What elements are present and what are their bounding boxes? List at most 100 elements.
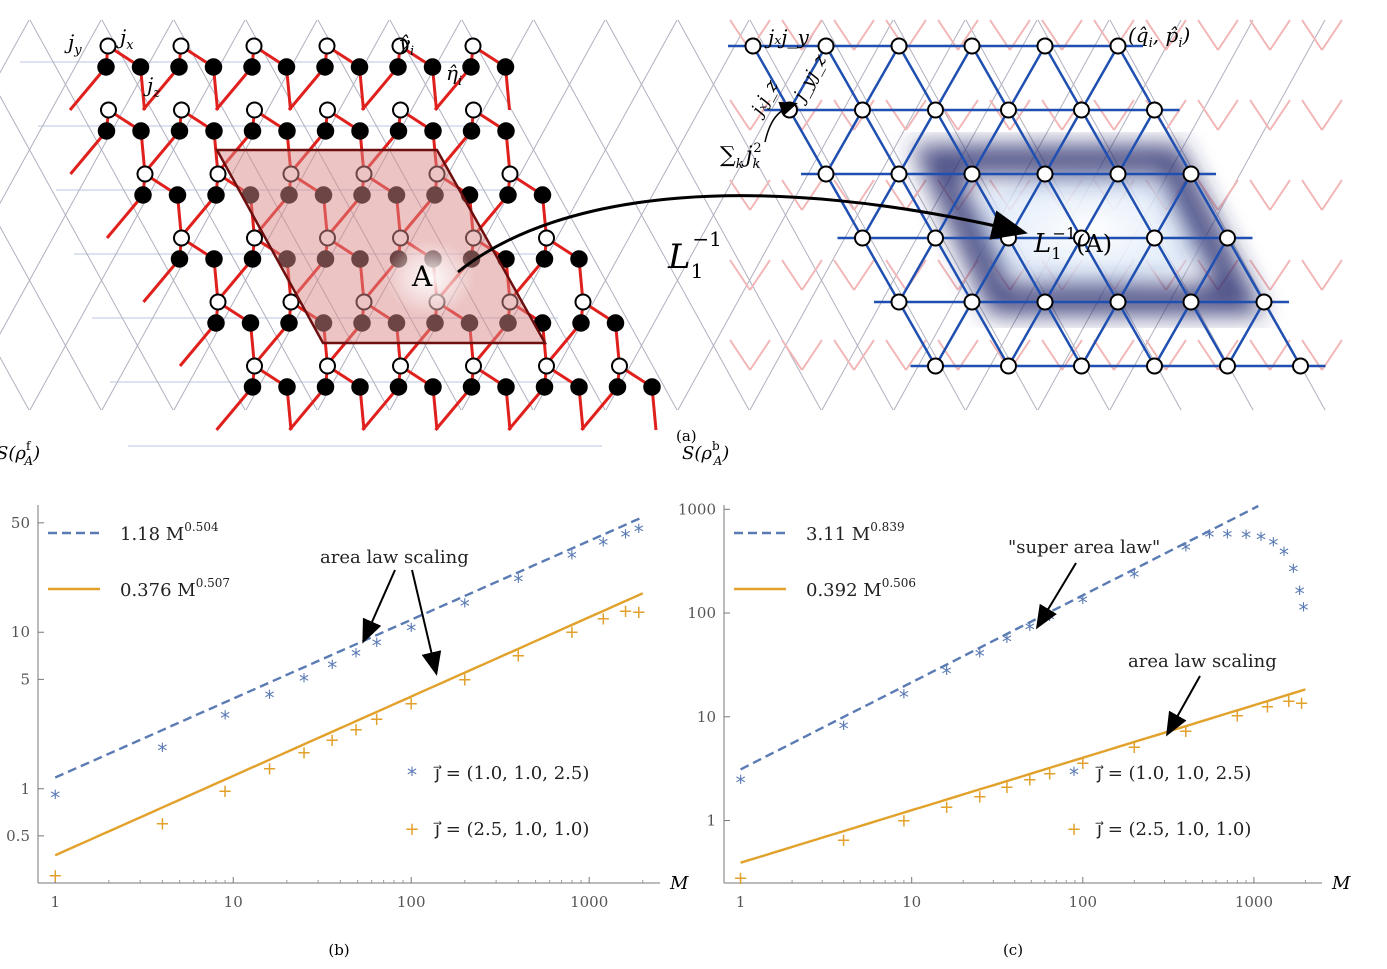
caption: (b) — [328, 941, 349, 959]
data-point-series-0: * — [372, 634, 382, 658]
data-point-series-1: + — [1042, 763, 1057, 784]
legend-label-0: 1.18 M0.504 — [120, 520, 219, 545]
x-tick-label: 10 — [902, 893, 921, 911]
data-point-series-1: + — [836, 830, 851, 851]
annotation-area-law-b: area law scaling — [320, 547, 469, 568]
y-tick-label: 1000 — [678, 500, 716, 518]
data-point-series-1: + — [999, 777, 1014, 798]
data-point-series-0: * — [1256, 528, 1266, 552]
data-point-series-1: + — [218, 781, 233, 802]
legend-series-label-1: j⃗ = (2.5, 1.0, 1.0) — [433, 819, 589, 840]
data-point-series-0: * — [406, 619, 416, 643]
legend-label-1: 0.376 M0.507 — [120, 576, 230, 601]
x-tick-label: 10 — [224, 893, 243, 911]
map-label: L — [667, 237, 691, 277]
data-point-series-0: * — [265, 686, 275, 710]
y-axis-label: S(ρb A) — [682, 439, 729, 468]
data-point-series-1: + — [896, 811, 911, 832]
x-tick-label: 100 — [1068, 893, 1097, 911]
data-point-series-0: * — [839, 717, 849, 741]
data-point-series-1: + — [511, 646, 526, 667]
data-point-series-1: + — [48, 865, 63, 886]
y-tick-label: 50 — [11, 514, 30, 532]
data-point-series-1: + — [939, 797, 954, 818]
label-jy: j — [64, 30, 74, 54]
data-point-series-1: + — [1294, 693, 1309, 714]
data-point-series-0: * — [220, 706, 230, 730]
data-point-series-1: + — [1127, 737, 1142, 758]
y-tick-label: 1 — [706, 812, 716, 830]
label-jxjy: jₓj_y — [764, 25, 810, 49]
data-point-series-0: * — [460, 595, 470, 619]
data-point-series-1: + — [596, 609, 611, 630]
data-point-series-1: + — [262, 758, 277, 779]
data-point-series-1: + — [631, 602, 646, 623]
data-point-series-0: * — [567, 546, 577, 570]
svg-text:η̂i: η̂i — [446, 61, 462, 89]
y-tick-label: 10 — [697, 708, 716, 726]
data-point-series-1: + — [325, 730, 340, 751]
svg-text:γ̂i: γ̂i — [398, 31, 414, 59]
legend-marker-0: * — [407, 763, 417, 787]
fit-line-0 — [740, 504, 1259, 771]
data-point-series-0: * — [1222, 525, 1232, 549]
data-point-series-0: * — [1181, 538, 1191, 562]
data-point-series-1: + — [972, 787, 987, 808]
label-gamma: γ̂ — [398, 31, 410, 55]
label-jz: j — [143, 73, 153, 97]
fit-line-0 — [54, 516, 644, 779]
data-point-series-0: * — [50, 786, 60, 810]
data-point-series-0: * — [1288, 560, 1298, 584]
data-point-series-0: * — [1241, 526, 1251, 550]
data-point-series-0: * — [1268, 533, 1278, 557]
data-point-series-1: + — [564, 622, 579, 643]
region-map-label: L — [1033, 229, 1051, 259]
data-point-series-0: * — [513, 570, 523, 594]
legend-label-0: 3.11 M0.839 — [806, 520, 905, 545]
kagome-lattice-left — [0, 19, 1326, 447]
data-point-series-0: * — [736, 771, 746, 795]
data-point-series-0: * — [1204, 525, 1214, 549]
legend-label-1: 0.392 M0.506 — [806, 576, 916, 601]
triangular-lattice-right — [728, 19, 1343, 375]
data-point-series-1: + — [155, 813, 170, 834]
data-point-series-0: * — [1002, 630, 1012, 654]
panel-a-labels: jy jx jz γ̂i η̂i A L1−1 jₓj_y jₓj_z j_yj… — [64, 23, 1190, 445]
data-point-series-0: * — [299, 669, 309, 693]
fit-line-1 — [54, 592, 644, 857]
caption-a: (a) — [676, 427, 697, 445]
sum-arrow — [764, 101, 798, 143]
data-point-series-0: * — [634, 520, 644, 544]
data-point-series-1: + — [618, 601, 633, 622]
x-tick-label: 100 — [397, 893, 426, 911]
annotation-arrow — [362, 569, 396, 644]
data-point-series-1: + — [733, 868, 748, 889]
legend-series-label-1: j⃗ = (2.5, 1.0, 1.0) — [1095, 819, 1251, 840]
y-tick-label: 100 — [687, 604, 716, 622]
data-point-series-0: * — [899, 686, 909, 710]
x-axis-label: M — [1331, 873, 1351, 894]
data-point-series-1: + — [349, 719, 364, 740]
y-tick-label: 10 — [11, 623, 30, 641]
data-point-series-1: + — [1022, 769, 1037, 790]
label-sum: ∑ — [720, 143, 736, 168]
label-qp: (q̂ — [1128, 23, 1149, 47]
annotation-area-law-c: area law scaling — [1128, 651, 1277, 672]
data-point-series-0: * — [1078, 591, 1088, 615]
data-point-series-0: * — [157, 739, 167, 763]
data-point-series-1: + — [1230, 705, 1245, 726]
region-a — [214, 148, 548, 345]
svg-text:jy: jy — [64, 30, 82, 58]
y-axis-label: S(ρfA) — [0, 439, 40, 468]
data-point-series-1: + — [1178, 721, 1193, 742]
label-eta: η̂ — [446, 61, 458, 85]
x-axis-label: M — [669, 873, 689, 894]
y-tick-label: 0.5 — [6, 827, 30, 845]
y-tick-label: 1 — [20, 780, 30, 798]
data-point-series-0: * — [1295, 582, 1305, 606]
svg-text:(q̂i, p̂i): (q̂i, p̂i) — [1128, 23, 1190, 51]
map-arrow — [457, 194, 1028, 274]
data-point-series-1: + — [457, 669, 472, 690]
data-point-series-1: + — [404, 694, 419, 715]
